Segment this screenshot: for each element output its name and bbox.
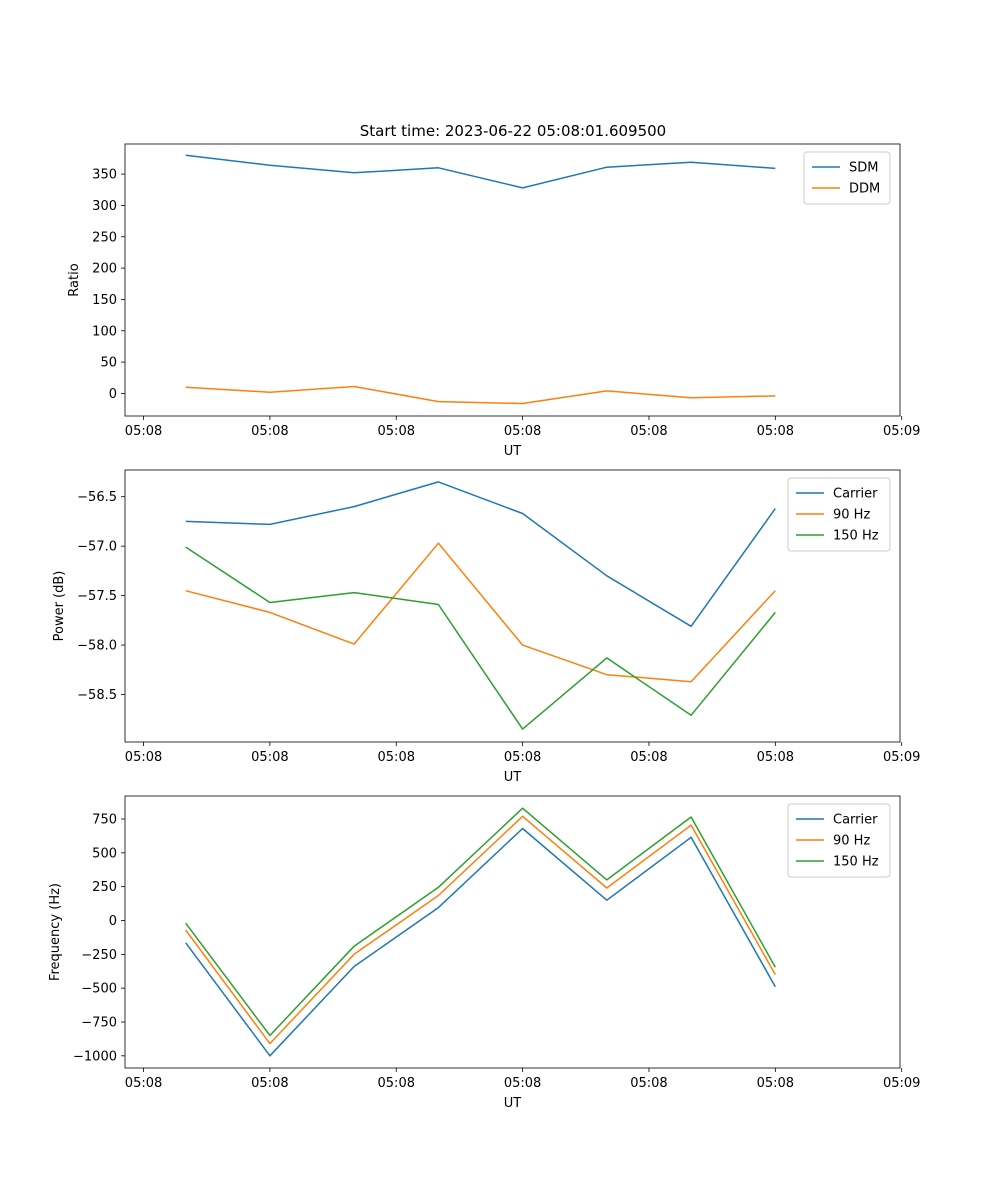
x-tick-label: 05:09 (883, 424, 920, 439)
y-tick-label: 500 (92, 846, 117, 861)
y-tick-label: 50 (100, 356, 117, 371)
legend-box (787, 803, 891, 878)
x-axis-label: UT (504, 1096, 522, 1111)
series-line-150-hz (185, 546, 776, 730)
y-tick-label: 100 (92, 324, 117, 339)
series-line-carrier (185, 827, 776, 1057)
y-tick-label: −58.0 (77, 639, 117, 654)
x-tick-label: 05:08 (251, 1076, 288, 1091)
y-tick-label: 200 (92, 262, 117, 277)
y-tick-label: −1000 (73, 1049, 117, 1064)
legend: Carrier 90 Hz 150 Hz (787, 477, 891, 552)
legend-label: 150 Hz (833, 855, 879, 870)
series-line-90-hz (185, 542, 776, 683)
x-tick-label: 05:08 (125, 424, 162, 439)
legend-label: 90 Hz (833, 834, 870, 849)
x-axis-label: UT (504, 444, 522, 459)
legend-label: Carrier (833, 487, 878, 502)
y-tick-label: 0 (109, 387, 117, 402)
y-tick-label: −57.5 (77, 589, 117, 604)
y-tick-label: 150 (92, 293, 117, 308)
series-line-carrier (185, 481, 776, 628)
y-tick-label: 300 (92, 199, 117, 214)
frequency-panel: 05:08 05:08 05:08 05:08 05:08 05:08 05:09 −1000… (48, 795, 920, 1111)
x-tick-label: 05:08 (504, 1076, 541, 1091)
legend-box (787, 477, 891, 552)
x-tick-label: 05:08 (125, 1076, 162, 1091)
x-tick-label: 05:09 (883, 1076, 920, 1091)
x-tick-label: 05:08 (378, 424, 415, 439)
y-tick-label: −500 (81, 982, 117, 997)
figure-title: Start time: 2023-06-22 05:08:01.609500 (360, 122, 666, 140)
x-tick-label: 05:08 (757, 750, 794, 765)
y-axis-label: Power (dB) (52, 571, 67, 642)
y-tick-label: −58.5 (77, 688, 117, 703)
y-axis-label: Frequency (Hz) (48, 883, 63, 981)
series-line-sdm (185, 154, 776, 189)
y-axis-label: Ratio (67, 263, 82, 296)
x-axis-label: UT (504, 770, 522, 785)
legend-label: SDM (849, 161, 878, 176)
x-tick-label: 05:08 (757, 1076, 794, 1091)
legend-label: 90 Hz (833, 508, 870, 523)
series-line-90-hz (185, 815, 776, 1045)
y-tick-label: 750 (92, 813, 117, 828)
y-tick-label: 250 (92, 880, 117, 895)
axes-frame (124, 143, 901, 417)
y-tick-label: −56.5 (77, 490, 117, 505)
x-tick-label: 05:08 (504, 750, 541, 765)
x-tick-label: 05:08 (251, 424, 288, 439)
x-tick-label: 05:08 (630, 424, 667, 439)
legend-label: 150 Hz (833, 529, 879, 544)
legend: SDM DDM (803, 151, 891, 205)
series-line-150-hz (185, 807, 776, 1037)
x-tick-label: 05:08 (630, 1076, 667, 1091)
x-tick-label: 05:08 (378, 1076, 415, 1091)
y-tick-label: 0 (109, 914, 117, 929)
y-tick-label: −750 (81, 1015, 117, 1030)
axes-frame (124, 795, 901, 1069)
power-panel: 05:08 05:08 05:08 05:08 05:08 05:08 05:09 −58.5… (52, 469, 920, 785)
y-tick-label: 250 (92, 230, 117, 245)
legend-box (803, 151, 891, 205)
legend-label: DDM (849, 182, 880, 197)
y-tick-label: 350 (92, 168, 117, 183)
axes-frame (124, 469, 901, 743)
legend: Carrier 90 Hz 150 Hz (787, 803, 891, 878)
ratio-panel: 05:08 05:08 05:08 05:08 05:08 05:08 05:09 0 50 10… (67, 143, 920, 459)
x-tick-label: 05:09 (883, 750, 920, 765)
x-tick-label: 05:08 (251, 750, 288, 765)
x-tick-label: 05:08 (757, 424, 794, 439)
y-tick-label: −57.0 (77, 540, 117, 555)
legend-label: Carrier (833, 813, 878, 828)
y-tick-label: −250 (81, 948, 117, 963)
x-tick-label: 05:08 (630, 750, 667, 765)
x-tick-label: 05:08 (125, 750, 162, 765)
x-tick-label: 05:08 (378, 750, 415, 765)
x-tick-label: 05:08 (504, 424, 541, 439)
series-line-ddm (185, 385, 776, 405)
